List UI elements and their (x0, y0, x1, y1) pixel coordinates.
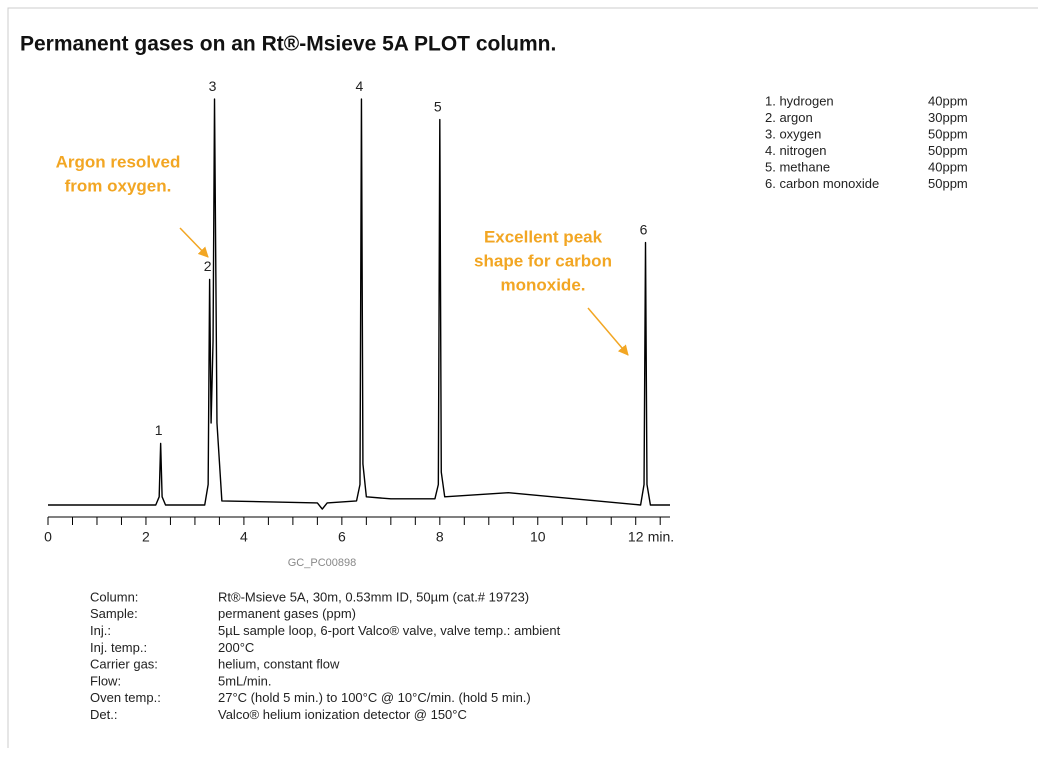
condition-value: permanent gases (ppm) (218, 606, 356, 621)
condition-label: Inj. temp.: (90, 640, 147, 655)
frame (7, 7, 1038, 748)
condition-value: 5mL/min. (218, 673, 271, 688)
annotation: from oxygen. (65, 176, 172, 195)
condition-value: 200°C (218, 640, 254, 655)
condition-label: Flow: (90, 673, 121, 688)
legend-amount: 40ppm (928, 159, 968, 174)
condition-label: Det.: (90, 707, 117, 722)
peak-label: 1 (155, 422, 163, 438)
condition-value: Rt®-Msieve 5A, 30m, 0.53mm ID, 50µm (cat… (218, 589, 529, 604)
annotation: shape for carbon (474, 251, 612, 270)
trace (48, 98, 670, 510)
condition-label: Carrier gas: (90, 657, 158, 672)
x-tick-label: 12 (628, 529, 644, 545)
x-tick-label: 10 (530, 529, 546, 545)
peak-label: 5 (434, 98, 442, 114)
condition-value: 27°C (hold 5 min.) to 100°C @ 10°C/min. … (218, 690, 531, 705)
condition-label: Inj.: (90, 623, 111, 638)
annotation: Excellent peak (484, 227, 603, 246)
legend-amount: 30ppm (928, 110, 968, 125)
x-axis-label: min. (648, 529, 674, 545)
legend-name: 4. nitrogen (765, 143, 826, 158)
condition-label: Column: (90, 589, 138, 604)
legend-name: 2. argon (765, 110, 813, 125)
x-tick-label: 0 (44, 529, 52, 545)
condition-label: Oven temp.: (90, 690, 161, 705)
legend-amount: 50ppm (928, 126, 968, 141)
condition-label: Sample: (90, 606, 138, 621)
chart-code: GC_PC00898 (288, 557, 357, 569)
arrow (587, 307, 629, 356)
condition-value: Valco® helium ionization detector @ 150°… (218, 707, 467, 722)
x-tick-label: 8 (436, 529, 444, 545)
peak-label: 4 (356, 78, 364, 94)
peak-label: 2 (204, 258, 212, 274)
peak-label: 3 (209, 78, 217, 94)
legend-name: 6. carbon monoxide (765, 176, 879, 191)
arrow (179, 227, 209, 258)
legend-name: 5. methane (765, 159, 830, 174)
condition-value: helium, constant flow (218, 657, 340, 672)
chart-title: Permanent gases on an Rt®-Msieve 5A PLOT… (20, 33, 556, 56)
peak-label: 6 (640, 221, 648, 237)
legend-name: 1. hydrogen (765, 93, 834, 108)
condition-value: 5µL sample loop, 6-port Valco® valve, va… (218, 623, 561, 638)
annotation: Argon resolved (56, 152, 181, 171)
annotation: monoxide. (500, 275, 585, 294)
x-tick-label: 6 (338, 529, 346, 545)
legend-amount: 50ppm (928, 143, 968, 158)
legend-amount: 50ppm (928, 176, 968, 191)
x-tick-label: 2 (142, 529, 150, 545)
legend-amount: 40ppm (928, 93, 968, 108)
x-tick-label: 4 (240, 529, 248, 545)
legend-name: 3. oxygen (765, 126, 821, 141)
